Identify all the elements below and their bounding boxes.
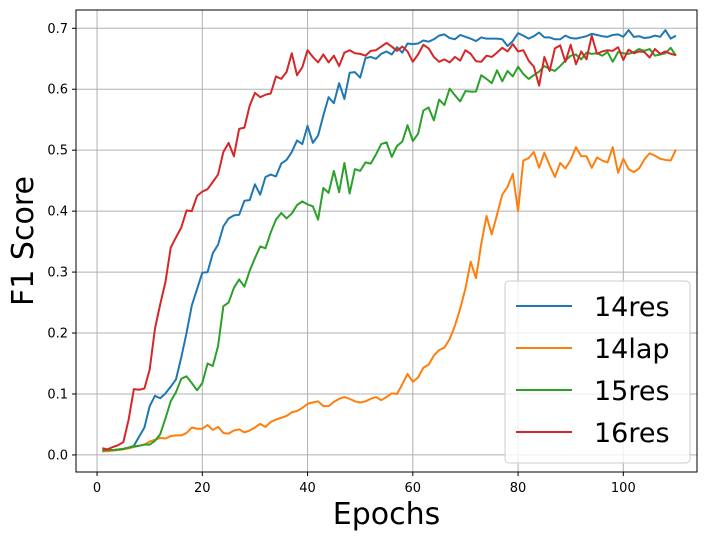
y-tick-label: 0.4 [47, 205, 68, 220]
y-tick-label: 0.0 [47, 448, 68, 463]
plot-area-frame [75, 9, 698, 473]
legend-box [504, 280, 691, 464]
x-tick-label: 100 [611, 481, 636, 496]
y-tick-label: 0.6 [47, 83, 68, 98]
legend: 14res 14lap 15res 16res [504, 280, 691, 464]
series-line-16res [102, 34, 677, 451]
x-axis-label: Epochs [333, 497, 441, 532]
y-tick-label: 0.7 [47, 22, 68, 37]
grid-lines [76, 10, 697, 472]
legend-label-14res: 14res [594, 292, 670, 323]
legend-label-15res: 15res [594, 376, 670, 407]
y-axis-label: F1 Score [6, 176, 41, 306]
x-tick-label: 40 [299, 481, 316, 496]
x-tick-label: 0 [93, 481, 101, 496]
series-line-14lap [102, 146, 677, 453]
legend-label-14lap: 14lap [594, 334, 670, 365]
y-tick-label: 0.2 [47, 327, 68, 342]
x-tick-label: 60 [405, 481, 422, 496]
series-line-15res [102, 46, 677, 452]
legend-label-16res: 16res [594, 418, 670, 449]
x-tick-label: 20 [194, 481, 211, 496]
y-tick-label: 0.5 [47, 144, 68, 159]
y-tick-label: 0.1 [47, 387, 68, 402]
x-tick-label: 80 [510, 481, 527, 496]
series-line-14res [102, 29, 677, 453]
y-tick-label: 0.3 [47, 266, 68, 281]
series-lines [102, 29, 677, 453]
axis-ticks: 0 20 40 60 80 100 0.0 0.1 0.2 0.3 0.4 0.5 0.6 0.7 [47, 22, 635, 496]
